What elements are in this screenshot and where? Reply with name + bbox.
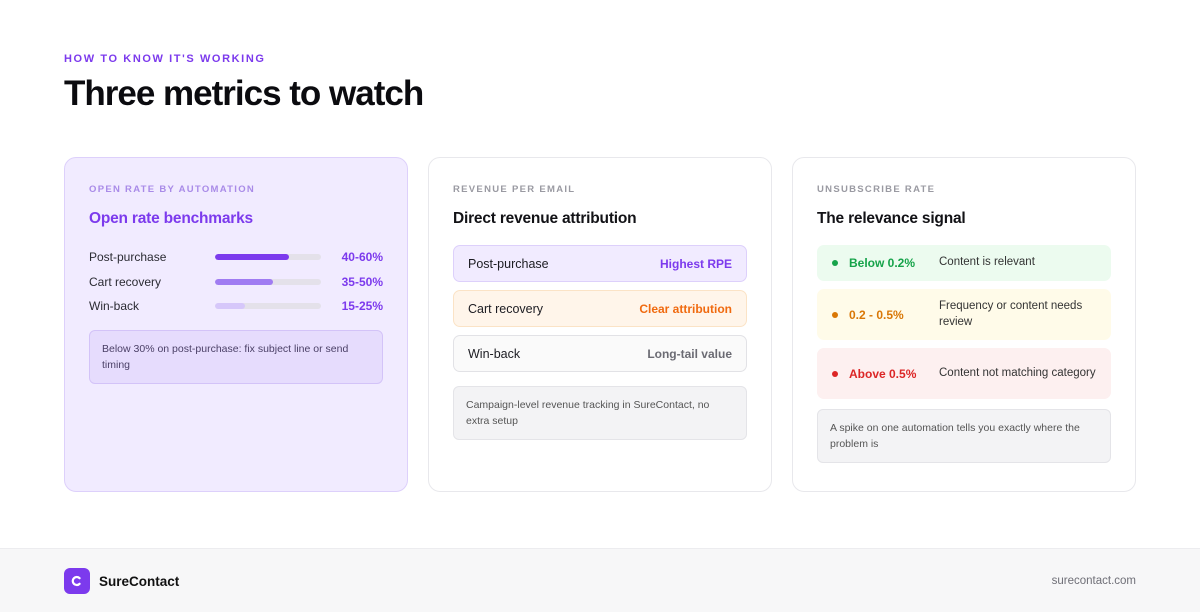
surecontact-logo-icon — [64, 568, 90, 594]
card-title: Open rate benchmarks — [89, 210, 253, 227]
benchmark-bar-track — [215, 303, 321, 310]
status-dot-icon — [832, 311, 838, 318]
card-note: Campaign-level revenue tracking in SureC… — [453, 386, 747, 440]
revenue-card: REVENUE PER EMAIL Direct revenue attribu… — [428, 157, 772, 492]
revenue-row: Post-purchase Highest RPE — [453, 245, 747, 282]
benchmark-row: Win-back 15-25% — [89, 294, 383, 319]
revenue-row: Cart recovery Clear attribution — [453, 290, 747, 327]
threshold-meaning: Content is relevant — [939, 256, 1035, 269]
benchmark-bar-fill — [215, 254, 290, 261]
card-eyebrow: OPEN RATE BY AUTOMATION — [89, 184, 256, 195]
card-note: A spike on one automation tells you exac… — [817, 409, 1111, 463]
status-dot-icon — [832, 260, 838, 266]
card-title: The relevance signal — [817, 210, 966, 227]
revenue-row: Win-back Long-tail value — [453, 335, 747, 372]
status-dot-icon — [832, 370, 838, 377]
threshold-row: Above 0.5% Content not matching category — [817, 348, 1111, 399]
revenue-row-label: Cart recovery — [468, 301, 544, 316]
card-eyebrow: UNSUBSCRIBE RATE — [817, 184, 936, 195]
benchmark-label: Post-purchase — [89, 250, 167, 265]
benchmark-bar-track — [215, 278, 321, 285]
card-note: Below 30% on post-purchase: fix subject … — [89, 329, 383, 384]
unsubscribe-card: UNSUBSCRIBE RATE The relevance signal Be… — [792, 157, 1136, 492]
revenue-row-label: Post-purchase — [468, 256, 549, 271]
open-rate-card: OPEN RATE BY AUTOMATION Open rate benchm… — [64, 157, 408, 492]
benchmark-bar-track — [215, 254, 321, 261]
website-link[interactable]: surecontact.com — [1051, 575, 1136, 587]
benchmark-value: 40-60% — [341, 250, 383, 265]
benchmark-label: Win-back — [89, 299, 140, 314]
card-title: Direct revenue attribution — [453, 210, 637, 227]
threshold-value: 0.2 - 0.5% — [849, 307, 904, 322]
card-eyebrow: REVENUE PER EMAIL — [453, 184, 576, 195]
threshold-value: Below 0.2% — [849, 256, 916, 270]
threshold-meaning: Frequency or content needs review — [939, 300, 1083, 328]
benchmark-bar-fill — [215, 303, 245, 310]
threshold-value: Above 0.5% — [849, 366, 917, 381]
threshold-row: Below 0.2% Content is relevant — [817, 245, 1111, 281]
revenue-row-tag: Highest RPE — [659, 256, 732, 271]
benchmark-row: Cart recovery 35-50% — [89, 270, 383, 295]
benchmark-value: 35-50% — [341, 274, 383, 289]
page-title: Three metrics to watch — [64, 74, 424, 113]
benchmark-label: Cart recovery — [89, 274, 162, 289]
benchmark-value: 15-25% — [341, 299, 383, 314]
benchmark-bar-fill — [215, 278, 274, 285]
revenue-row-label: Win-back — [468, 346, 521, 361]
revenue-row-tag: Clear attribution — [639, 301, 732, 316]
threshold-meaning: Content not matching category — [939, 366, 1096, 379]
benchmark-row: Post-purchase 40-60% — [89, 245, 383, 270]
section-eyebrow: HOW TO KNOW IT'S WORKING — [64, 53, 266, 65]
brand-name: SureContact — [99, 574, 180, 589]
revenue-row-tag: Long-tail value — [647, 346, 732, 361]
threshold-row: 0.2 - 0.5% Frequency or content needs re… — [817, 289, 1111, 340]
footer: SureContact surecontact.com — [0, 548, 1200, 612]
